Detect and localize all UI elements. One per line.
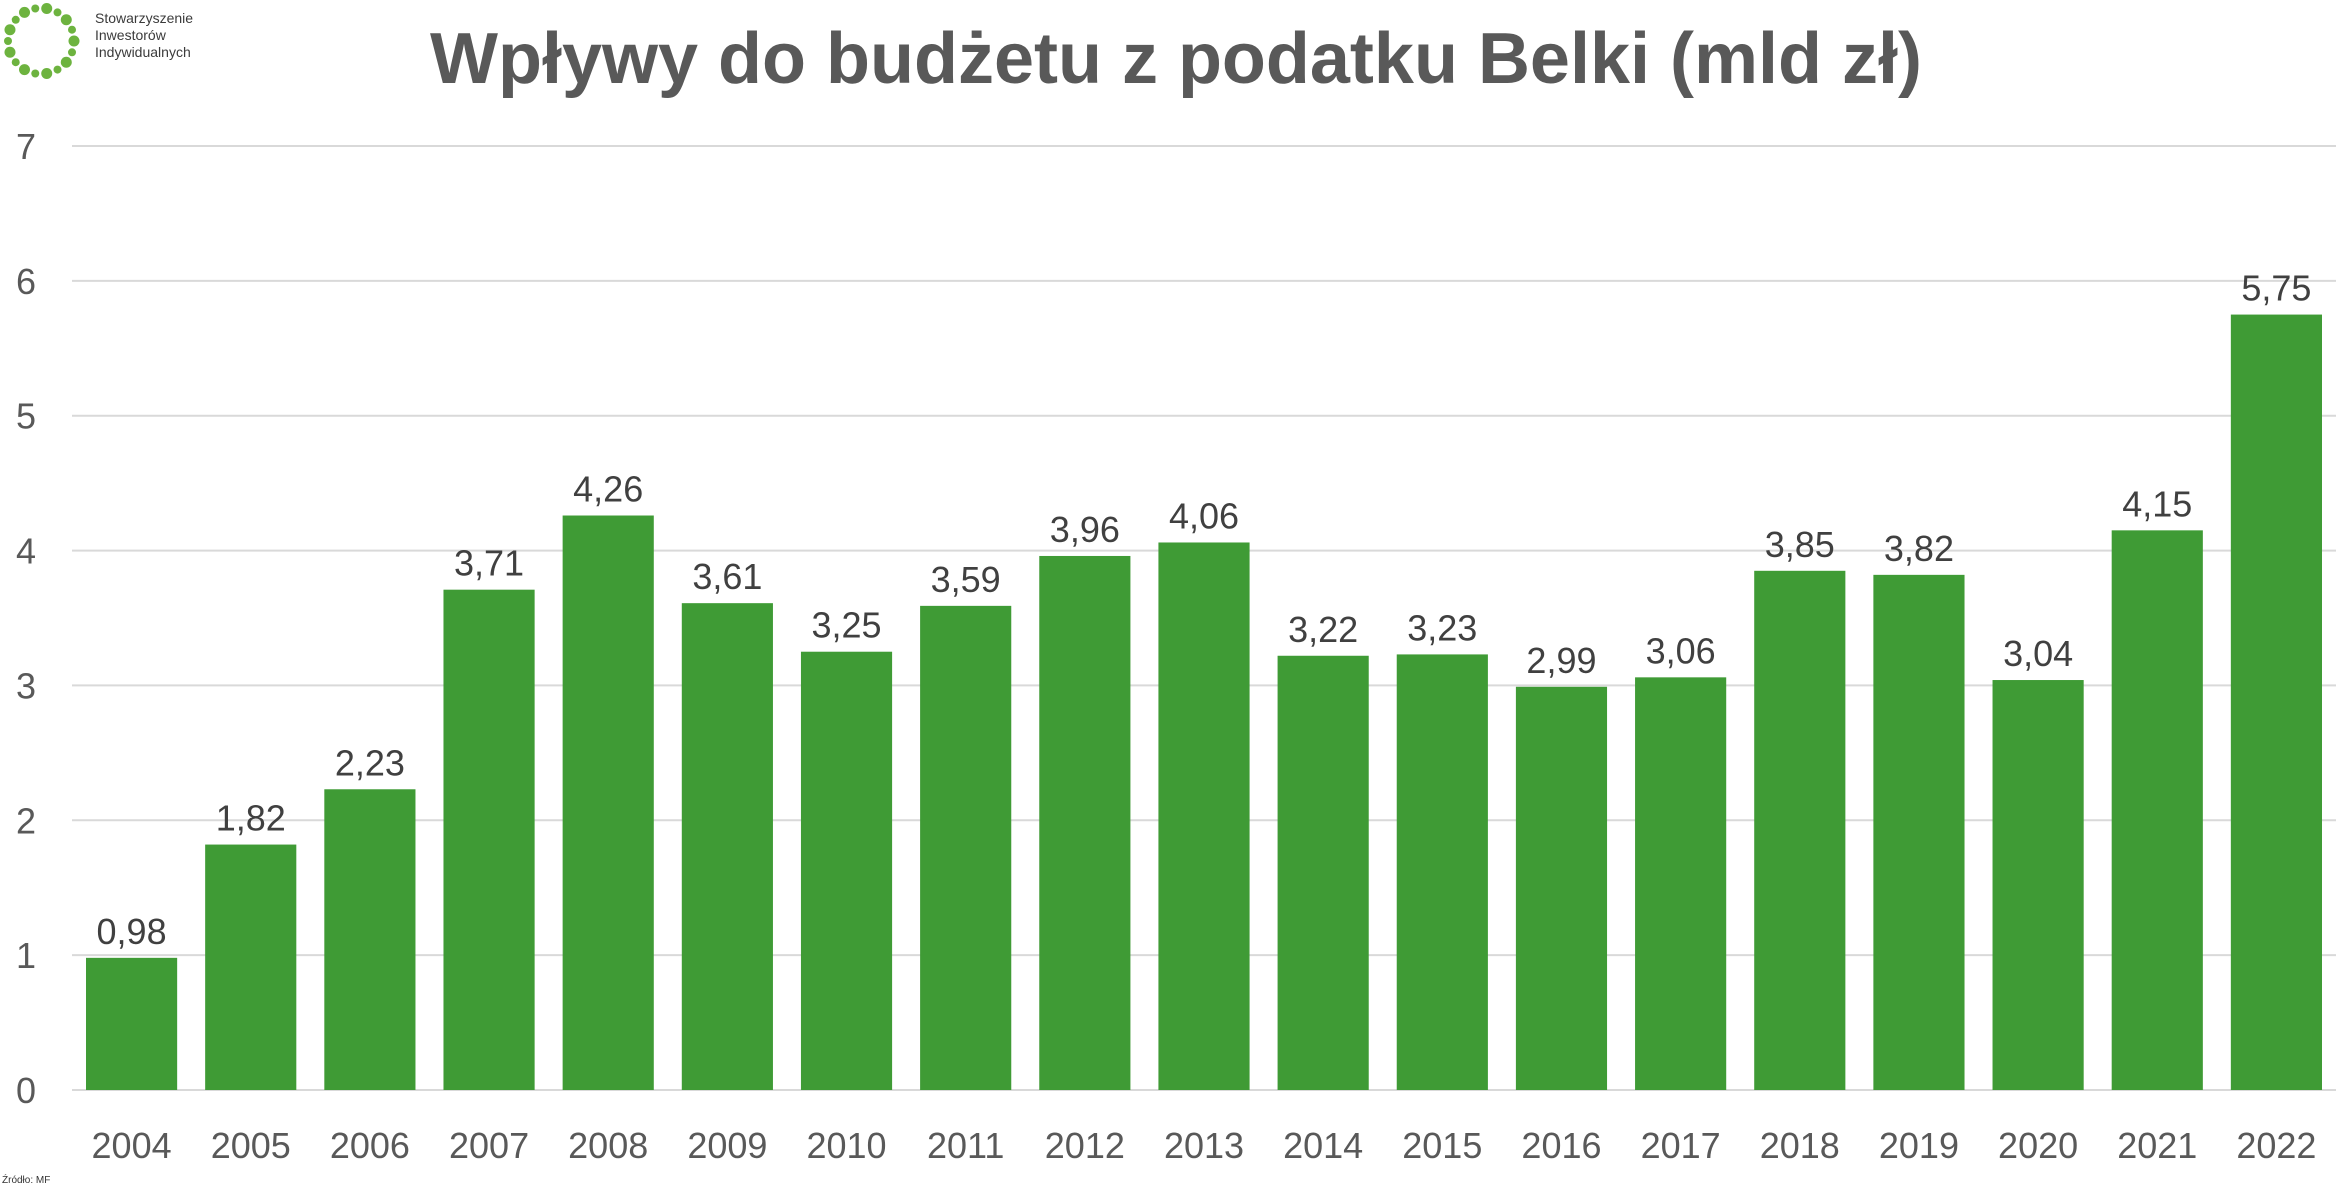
data-label: 3,04 [2003, 633, 2073, 674]
bar [2230, 314, 2322, 1091]
data-label: 4,06 [1169, 495, 1239, 536]
bar [1873, 574, 1965, 1090]
data-label: 3,25 [811, 605, 881, 646]
logo-dot [53, 8, 62, 17]
data-label: 1,82 [216, 798, 286, 839]
y-tick-label: 6 [16, 261, 36, 302]
logo-ring-icon [4, 3, 80, 79]
data-label: 3,23 [1407, 607, 1477, 648]
logo-dot [60, 14, 72, 26]
logo-dot [53, 65, 62, 74]
x-tick-label: 2006 [330, 1125, 410, 1166]
x-tick-label: 2011 [927, 1125, 1004, 1166]
bar [324, 789, 416, 1090]
y-tick-label: 0 [16, 1070, 36, 1111]
logo-line-2: Inwestorów [95, 27, 166, 43]
x-tick-label: 2005 [211, 1125, 291, 1166]
data-label: 2,23 [335, 742, 405, 783]
bar [681, 603, 773, 1090]
logo-dot [19, 6, 30, 18]
logo-dot [4, 24, 16, 36]
x-tick-label: 2007 [449, 1125, 529, 1166]
logo-dot [11, 15, 20, 24]
x-tick-label: 2008 [568, 1125, 648, 1166]
bar [800, 651, 893, 1090]
data-label: 4,26 [573, 469, 643, 510]
data-label: 3,61 [692, 556, 762, 597]
data-label: 3,06 [1646, 630, 1716, 671]
logo-dot [68, 25, 77, 34]
data-label: 3,96 [1050, 509, 1120, 550]
bar [2111, 530, 2203, 1090]
x-tick-label: 2020 [1998, 1125, 2078, 1166]
data-label: 0,98 [97, 911, 167, 952]
logo-line-3: Indywidualnych [95, 44, 191, 60]
bar [1039, 555, 1131, 1090]
source-note: Źródło: MF [2, 1175, 51, 1186]
data-label: 3,71 [454, 543, 524, 584]
x-tick-label: 2018 [1760, 1125, 1840, 1166]
data-label: 2,99 [1526, 640, 1596, 681]
data-label: 3,82 [1884, 528, 1954, 569]
x-tick-label: 2004 [92, 1125, 172, 1166]
y-tick-label: 5 [16, 396, 36, 437]
data-label: 3,59 [931, 559, 1001, 600]
logo: Stowarzyszenie Inwestorów Indywidualnych [0, 0, 240, 90]
bar [1992, 680, 2084, 1090]
y-tick-label: 1 [16, 935, 36, 976]
logo-dot [60, 56, 72, 68]
bar [1635, 677, 1727, 1090]
bar [920, 605, 1012, 1090]
logo-dot [41, 3, 53, 15]
data-label: 3,85 [1765, 524, 1835, 565]
x-tick-label: 2015 [1402, 1125, 1482, 1166]
bar [1396, 654, 1488, 1090]
x-tick-label: 2009 [687, 1125, 767, 1166]
data-label: 5,75 [2241, 268, 2311, 309]
bar [1277, 655, 1369, 1090]
bar [205, 844, 297, 1090]
y-tick-label: 3 [16, 665, 36, 706]
y-tick-label: 4 [16, 531, 36, 572]
x-tick-label: 2010 [806, 1125, 886, 1166]
logo-dot [68, 35, 80, 47]
x-tick-label: 2021 [2117, 1125, 2197, 1166]
x-tick-label: 2017 [1641, 1125, 1721, 1166]
data-label: 3,22 [1288, 609, 1358, 650]
data-label: 4,15 [2122, 483, 2192, 524]
logo-dot [4, 37, 12, 45]
logo-dot [31, 69, 40, 78]
y-tick-label: 7 [16, 126, 36, 167]
bar [1158, 542, 1250, 1090]
logo-dot [11, 58, 20, 67]
x-tick-label: 2012 [1045, 1125, 1125, 1166]
bar [86, 957, 178, 1090]
bar [1515, 686, 1608, 1090]
x-tick-label: 2019 [1879, 1125, 1959, 1166]
x-tick-label: 2014 [1283, 1125, 1363, 1166]
x-tick-label: 2016 [1521, 1125, 1601, 1166]
logo-line-1: Stowarzyszenie [95, 10, 194, 26]
chart-title: Wpływy do budżetu z podatku Belki (mld z… [430, 19, 1922, 99]
logo-dot [4, 46, 16, 58]
logo-dot [41, 67, 53, 79]
y-tick-label: 2 [16, 800, 36, 841]
x-tick-label: 2022 [2236, 1125, 2316, 1166]
logo-dot [31, 4, 40, 13]
bar [562, 515, 654, 1090]
bar [443, 589, 535, 1090]
x-tick-label: 2013 [1164, 1125, 1244, 1166]
logo-dot [68, 48, 77, 57]
bar [1754, 570, 1846, 1090]
logo-dot [19, 64, 30, 76]
